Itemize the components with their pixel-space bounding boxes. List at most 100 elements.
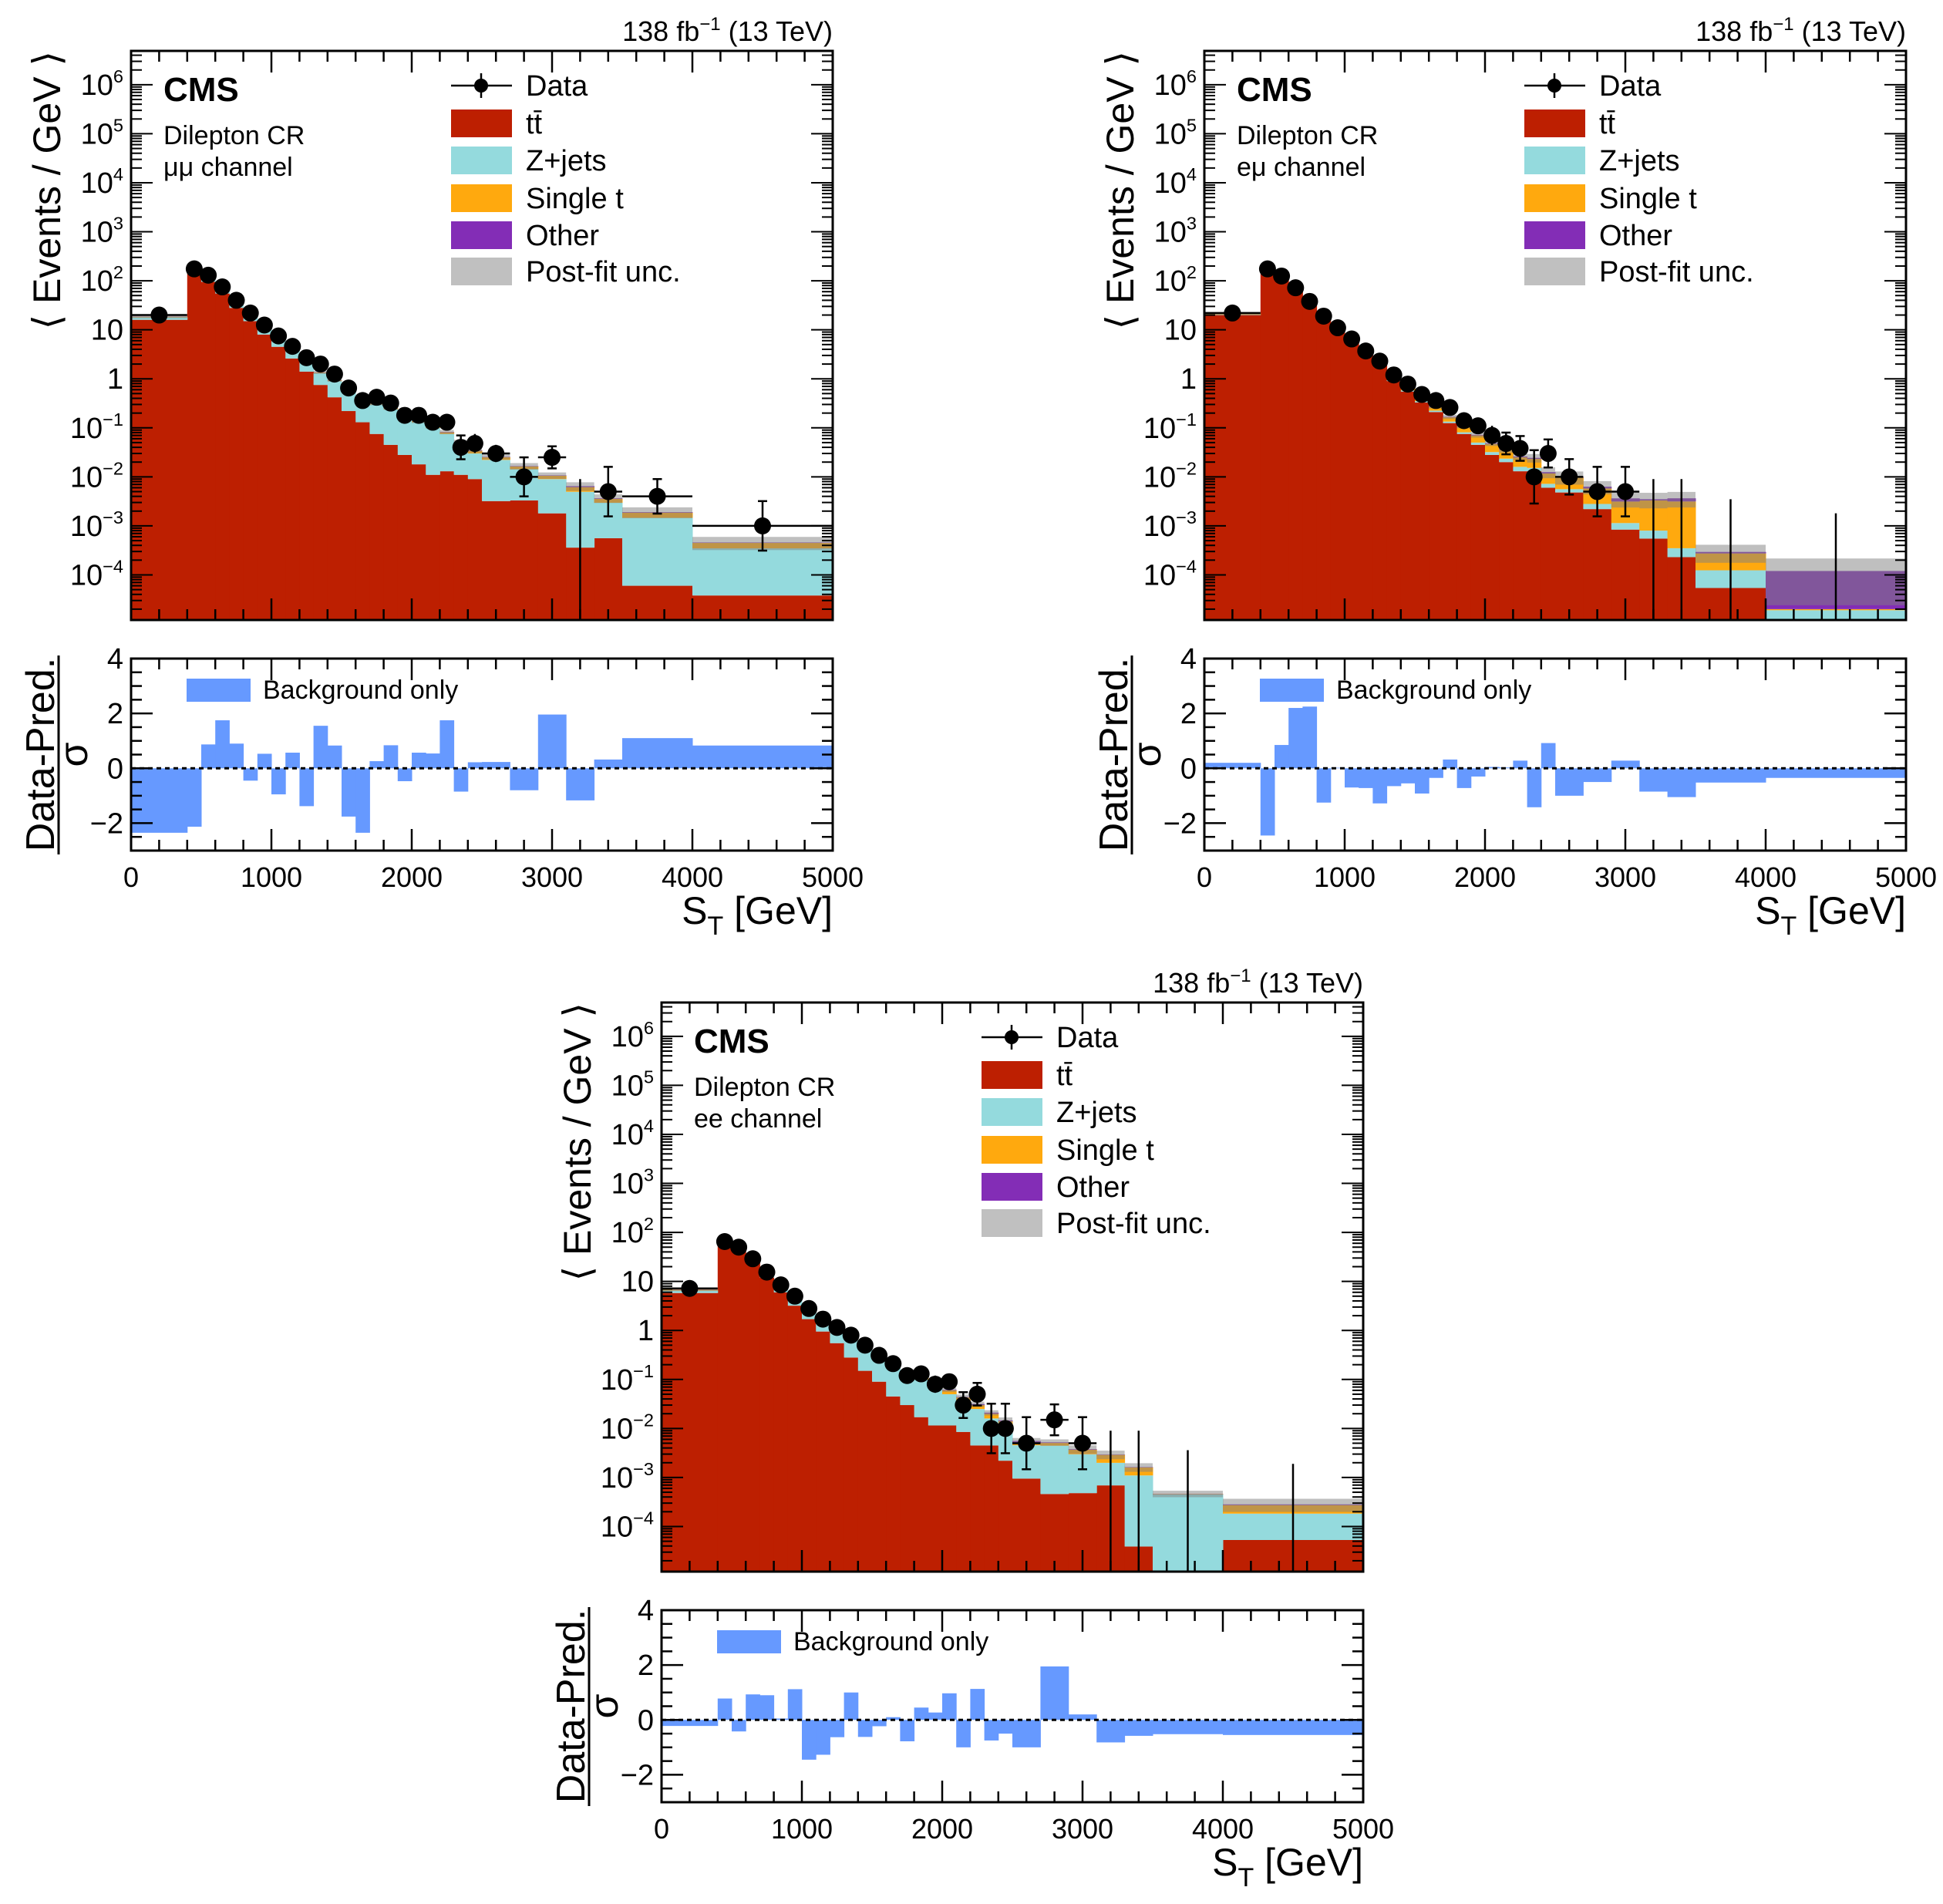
ratio-bar [566,768,594,800]
ratio-tick-label: 2 [1180,698,1197,730]
tt-bar [1275,280,1289,628]
tt-bar [1471,445,1486,628]
ratio-bar [1125,1720,1153,1736]
legend-zjets-label: Z+jets [1056,1097,1137,1129]
ratio-tick-label: 2 [638,1650,654,1682]
data-point [773,1276,790,1293]
zjets-bar [468,453,483,479]
legend-other-label: Other [1056,1171,1130,1204]
ratio-bar [1639,768,1668,791]
x-tick-label: 1000 [241,861,302,893]
legend-postfit-unc-label: Post-fit unc. [1056,1208,1211,1240]
ratio-bar [1527,768,1542,807]
data-point [941,1373,958,1390]
tt-bar [1499,462,1514,628]
x-tick-label: 0 [123,861,139,893]
tt-bar [928,1425,943,1579]
ratio-bar [187,768,202,827]
data-point [1273,268,1290,285]
y-tick-label: 10−4 [601,1508,654,1544]
zjets-bar [439,434,454,471]
tt-bar [412,464,426,628]
data-point [997,1420,1014,1437]
ratio-bar [759,1695,774,1720]
tt-bar [942,1425,957,1579]
legend-ttbar-swatch [451,110,512,137]
ratio-group [662,1666,1364,1760]
ratio-legend-label: Background only [263,676,458,705]
ratio-tick-label: −2 [621,1759,654,1791]
y-tick-label: 106 [1154,66,1197,102]
data-point [1561,468,1578,485]
data-point [1343,331,1360,348]
region-label: Dilepton CR [694,1073,835,1102]
data-point [242,305,259,322]
ratio-bar [746,1694,760,1720]
legend-ttbar-swatch [982,1061,1042,1089]
tt-bar [1443,423,1457,628]
zjets-bar [314,373,328,385]
y-tick-label: 10 [91,315,123,347]
tt-bar [956,1432,971,1579]
data-point [326,366,343,382]
y-tick-label: 102 [611,1214,654,1249]
y-tick-label: 104 [1154,164,1197,200]
y-tick-label: 103 [611,1165,654,1201]
legend-data-label: Data [526,70,588,103]
tt-bar [1261,273,1275,628]
lumi-label: 138 fb−1 (13 TeV) [1695,14,1906,47]
ratio-bar [229,743,244,768]
tt-bar [314,385,328,628]
x-tick-label: 5000 [1875,861,1937,893]
legend-single-t-label: Single t [1056,1134,1154,1167]
ratio-bar [1359,768,1373,788]
ratio-bar [802,1720,817,1760]
ratio-legend-swatch [717,1630,781,1653]
ratio-bar [1275,745,1289,768]
x-tick-label: 0 [1197,861,1212,893]
data-point [1315,308,1332,325]
data-point [1512,440,1529,457]
y-axis-title: ⟨ Events / GeV ⟩ [556,1003,599,1281]
tt-bar [439,471,454,628]
ratio-bar [985,1720,999,1741]
tt-bar [1288,291,1303,628]
data-point [1442,399,1459,416]
ratio-bar [1096,1720,1125,1742]
tt-bar [900,1405,914,1579]
tt-bar [1387,381,1402,628]
tt-bar [1513,471,1527,628]
x-tick-label: 3000 [521,861,583,893]
data-point [681,1280,698,1297]
legend-other-label: Other [526,220,599,252]
tt-bar [1429,412,1443,628]
legend-ttbar-label: tt̄ [526,108,543,140]
y-tick-label: 10−1 [601,1361,654,1397]
tt-bar [1372,366,1387,628]
ratio-bar [1541,743,1556,769]
data-point [884,1355,901,1372]
data-point [744,1250,761,1267]
x-axis-title: ST [GeV] [1212,1841,1363,1892]
data-point [1224,305,1241,322]
legend-postfit-unc-swatch [1524,258,1585,285]
ratio-bar [1668,768,1696,797]
ratio-bar [258,753,272,768]
tt-bar [328,397,342,628]
ratio-bar [201,744,216,768]
zjets-bar [914,1380,929,1417]
ratio-bar [858,1720,873,1737]
tt-bar [342,411,356,628]
data-point [340,379,357,396]
ratio-tick-label: 4 [1180,643,1197,676]
legend-zjets-label: Z+jets [1599,145,1680,177]
zjets-bar [928,1389,943,1426]
ratio-axis-title-denominator: σ [52,742,96,767]
data-point [1399,376,1416,393]
ratio-axis-title-denominator: σ [1125,742,1170,767]
ratio-bar [900,1720,914,1741]
ratio-bar [215,720,230,768]
